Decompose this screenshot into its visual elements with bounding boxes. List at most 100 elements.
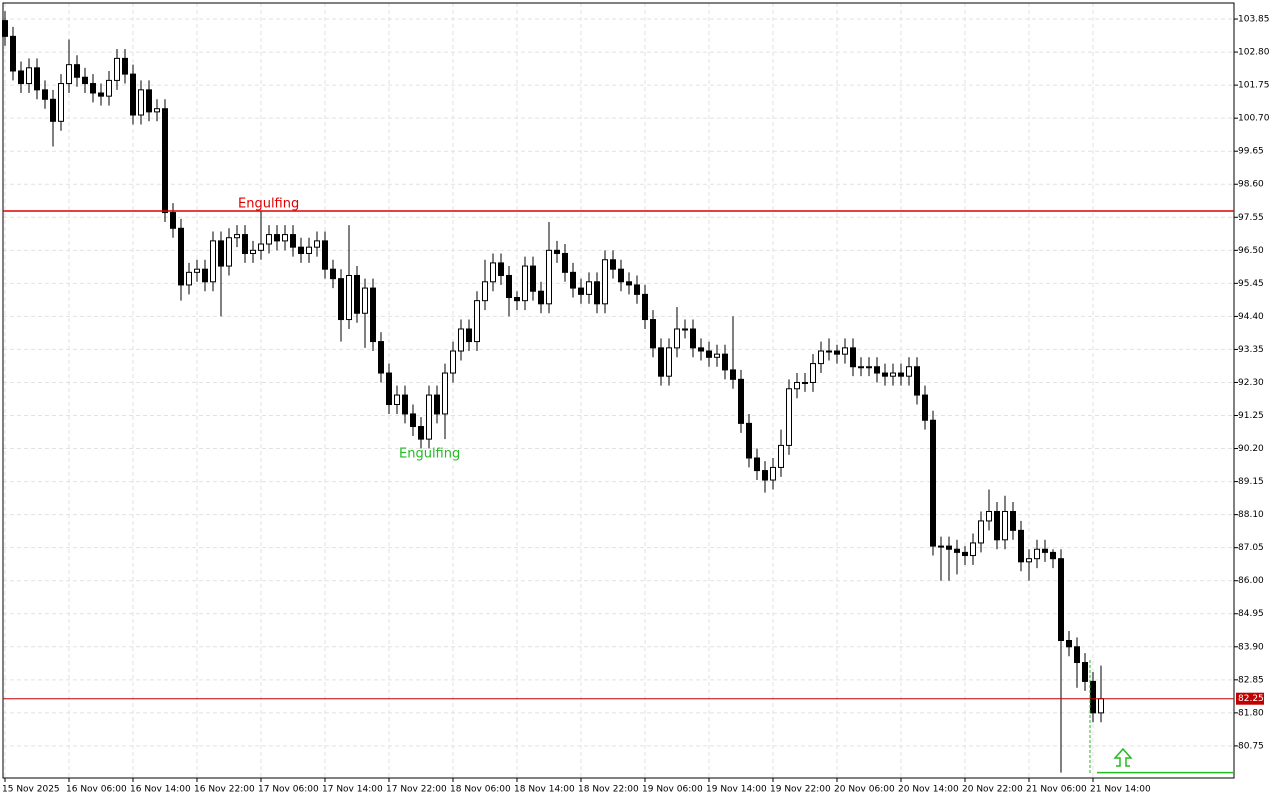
y-tick-label: 88.10 [1238, 510, 1264, 520]
candle-body [418, 426, 424, 440]
candle-body [818, 350, 824, 365]
candle-body [1074, 646, 1080, 664]
candle-body [282, 234, 288, 242]
candle-body [906, 366, 912, 377]
candle-body [138, 89, 144, 116]
candle-body [762, 470, 768, 481]
candle-body [810, 363, 816, 383]
candle-body [914, 366, 920, 396]
y-tick-label: 82.85 [1238, 675, 1264, 685]
candle-body [634, 284, 640, 295]
y-tick-label: 81.80 [1238, 708, 1264, 718]
candle-body [834, 350, 840, 355]
candle-body [42, 89, 48, 100]
candle-body [1018, 529, 1024, 563]
y-tick-label: 96.50 [1238, 246, 1264, 256]
x-tick-label: 18 Nov 06:00 [450, 785, 511, 795]
buy-arrow [1113, 747, 1133, 767]
candle-body [1034, 548, 1040, 560]
candle-body [874, 366, 880, 374]
candle-body [306, 246, 312, 254]
candle-body [586, 281, 592, 295]
candle-body [714, 353, 720, 358]
candle-body [1042, 548, 1048, 553]
candle-body [130, 73, 136, 116]
candle-body [258, 243, 264, 251]
candle-body [266, 234, 272, 245]
grid [3, 3, 1234, 778]
x-tick-label: 20 Nov 22:00 [962, 785, 1023, 795]
candle-body [546, 249, 552, 305]
candle-body [866, 366, 872, 369]
x-tick-label: 18 Nov 14:00 [514, 785, 575, 795]
candle-body [338, 278, 344, 321]
candle-body [946, 545, 952, 550]
candle-body [842, 347, 848, 355]
y-tick-label: 83.90 [1238, 642, 1264, 652]
y-tick-label: 93.35 [1238, 345, 1264, 355]
y-tick-label: 97.55 [1238, 213, 1264, 223]
candle-body [986, 510, 992, 522]
candle-body [242, 234, 248, 254]
candle-body [674, 328, 680, 349]
candle-body [754, 457, 760, 472]
candle-body [882, 372, 888, 377]
candle-body [170, 212, 176, 229]
candle-body [626, 281, 632, 286]
candle-body [210, 240, 216, 283]
candle-body [554, 249, 560, 254]
candles [2, 11, 1104, 773]
y-tick-label: 95.45 [1238, 279, 1264, 289]
candle-body [618, 268, 624, 283]
y-tick-label: 94.40 [1238, 312, 1264, 322]
x-tick-label: 17 Nov 22:00 [386, 785, 447, 795]
candle-body [778, 444, 784, 468]
candle-body [994, 510, 1000, 541]
candle-body [594, 281, 600, 305]
candle-body [154, 108, 160, 113]
candle-body [458, 328, 464, 352]
candle-body [858, 366, 864, 369]
candle-body [954, 548, 960, 553]
candle-body [146, 89, 152, 113]
candle-body [738, 378, 744, 424]
candle-body [498, 262, 504, 276]
x-tick-label: 19 Nov 06:00 [642, 785, 703, 795]
candle-body [698, 347, 704, 352]
candle-body [522, 265, 528, 302]
candle-body [450, 350, 456, 374]
candle-body [506, 274, 512, 299]
candle-body [730, 369, 736, 380]
candle-body [610, 259, 616, 270]
candle-body [802, 381, 808, 384]
candle-body [58, 83, 64, 122]
candle-body [786, 388, 792, 446]
annotation: Engulfing [399, 447, 460, 462]
candle-body [490, 262, 496, 283]
candle-body [362, 287, 368, 314]
candle-body [514, 297, 520, 302]
candle-body [162, 108, 168, 214]
y-tick-label: 98.60 [1238, 180, 1264, 190]
candle-body [1066, 639, 1072, 648]
candle-body [386, 372, 392, 406]
candle-body [482, 281, 488, 302]
candle-body [378, 341, 384, 374]
candle-body [890, 372, 896, 377]
candle-body [938, 545, 944, 548]
candle-body [690, 328, 696, 349]
candle-body [826, 350, 832, 353]
candle-body [66, 64, 72, 85]
x-tick-label: 17 Nov 06:00 [258, 785, 319, 795]
candle-body [1098, 698, 1104, 714]
candle-body [106, 79, 112, 97]
annotation: Engulfing [238, 197, 299, 212]
candle-body [74, 64, 80, 78]
candle-body [474, 300, 480, 343]
candle-body [18, 70, 24, 85]
candle-body [90, 83, 96, 94]
candle-body [26, 67, 32, 85]
candle-body [298, 246, 304, 254]
